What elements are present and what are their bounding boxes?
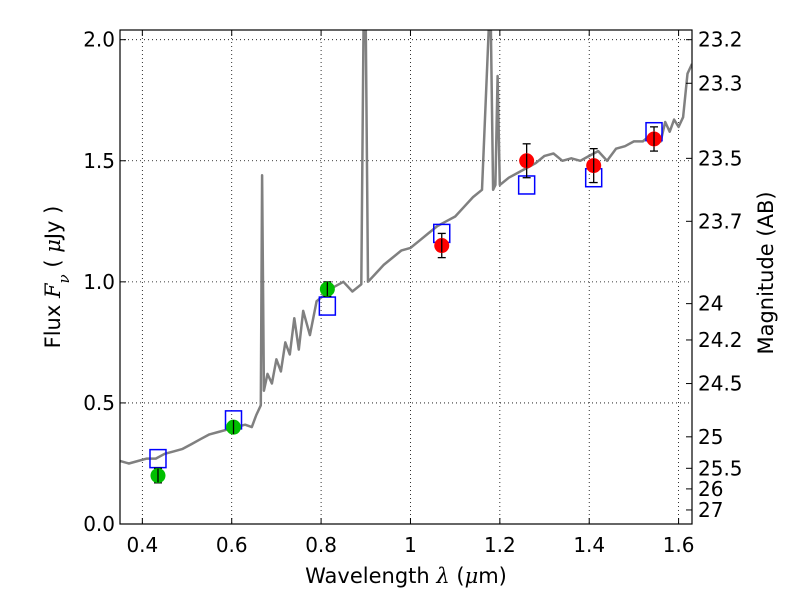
x-tick-label: 1.2 [484,533,516,557]
x-axis-label: Wavelength λ (μm) [305,564,507,588]
spectrum-line [120,30,692,465]
x-tick-label: 0.8 [305,533,337,557]
x-axis-label-pre: Wavelength [305,564,436,588]
y2-tick-label: 26 [698,477,723,501]
x-axis-label-unit: μ [465,564,479,588]
y2-tick-label: 27 [698,498,723,522]
x-axis-label-mid: ( [450,564,465,588]
y2-tick-label: 23.3 [698,71,743,95]
y-axis-label-mid: ( [41,253,65,275]
y2-tick-label: 24 [698,292,723,316]
x-tick-label: 1.4 [573,533,605,557]
y-tick-label: 2.0 [83,28,115,52]
secondary-y-axis-label: Magnitude (AB) [754,191,778,354]
y2-tick-label: 23.7 [698,209,743,233]
y2-tick-label: 25.5 [698,456,743,480]
y2-tick-label: 25 [698,425,723,449]
plot-frame [119,29,693,525]
spectrum-series [120,30,692,465]
y2-tick-label: 23.5 [698,146,743,170]
model-squares-series [149,121,663,469]
y-axis-label-symbol: F [41,282,65,299]
y-tick-label: 0.5 [83,391,115,415]
y2-tick-label: 23.2 [698,28,743,52]
x-axis-label-symbol: λ [435,564,449,588]
y-axis-label-subscript: ν [55,274,73,283]
y2-tick-label: 24.2 [698,328,743,352]
y2-tick-label: 24.5 [698,372,743,396]
y-tick-label: 1.0 [83,270,115,294]
measured-points-series [150,126,662,484]
y-axis-label-unit: μ [41,239,65,253]
y-axis-label: Flux Fν ( μJy ) [41,206,73,349]
model-square-marker [149,448,167,469]
grid-lines [120,30,692,525]
y-axis-label-pre: Flux [41,298,65,348]
x-axis-label-post: m) [478,564,507,588]
x-tick-label: 1.6 [663,533,695,557]
model-square-marker [517,175,536,195]
axis-ticks: 0.4 0.6 0.8 1 1.2 1.4 1.6 0.0 0.5 1.0 1.5 2.0 23.2 23… [83,28,742,557]
x-tick-label: 1 [404,533,417,557]
y-tick-label: 0.0 [83,512,115,536]
model-square-marker [318,296,337,316]
y-tick-label: 1.5 [83,149,115,173]
y-axis-label-post: Jy ) [41,206,65,242]
x-tick-label: 0.4 [126,533,158,557]
x-tick-label: 0.6 [216,533,248,557]
